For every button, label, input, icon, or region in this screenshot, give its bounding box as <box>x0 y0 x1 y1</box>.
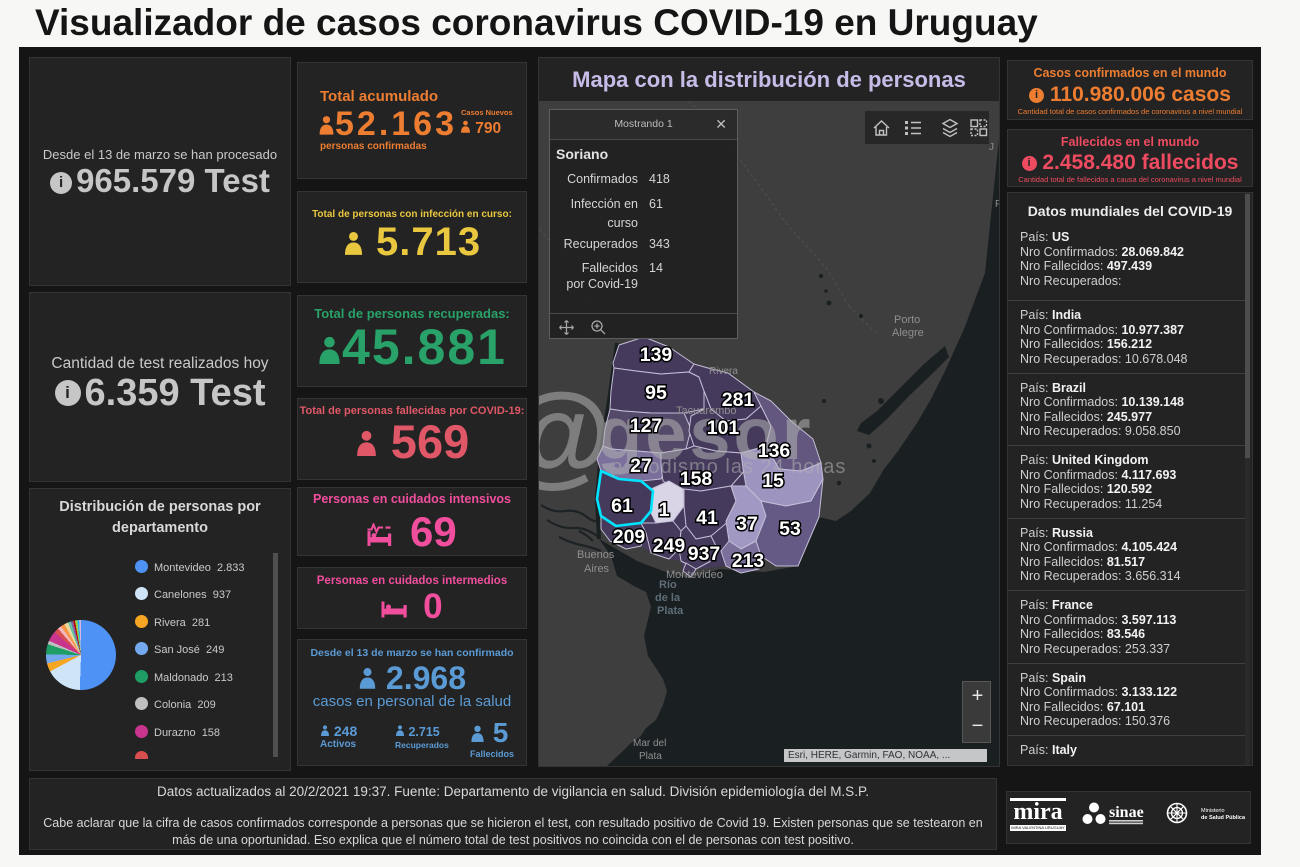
svg-text:41: 41 <box>696 507 718 529</box>
svg-text:Montevideo: Montevideo <box>666 569 723 581</box>
svg-text:Aires: Aires <box>584 563 610 575</box>
svg-text:Porto: Porto <box>894 314 920 326</box>
svg-text:139: 139 <box>640 344 673 366</box>
svg-text:J: J <box>989 142 994 153</box>
svg-text:sinae: sinae <box>1109 804 1144 821</box>
svg-text:27: 27 <box>630 455 652 477</box>
svg-text:136: 136 <box>758 440 791 462</box>
svg-text:1: 1 <box>659 499 670 521</box>
svg-text:37: 37 <box>736 513 758 535</box>
svg-text:95: 95 <box>645 382 667 404</box>
svg-text:de la: de la <box>655 592 681 604</box>
svg-text:de Salud Pública: de Salud Pública <box>1201 815 1246 821</box>
svg-text:F: F <box>995 199 999 210</box>
svg-text:158: 158 <box>680 468 713 490</box>
svg-text:Ministerio: Ministerio <box>1201 808 1225 814</box>
svg-text:gesor: gesor <box>597 392 814 475</box>
svg-text:281: 281 <box>722 389 755 411</box>
svg-text:15: 15 <box>762 470 784 492</box>
svg-text:Mar del: Mar del <box>633 738 666 749</box>
svg-text:Plata: Plata <box>639 751 662 762</box>
svg-text:Buenos: Buenos <box>577 549 615 561</box>
svg-text:53: 53 <box>779 518 801 540</box>
svg-text:Alegre: Alegre <box>892 327 924 339</box>
svg-text:Tacuarembó: Tacuarembó <box>676 405 737 417</box>
svg-text:249: 249 <box>653 535 686 557</box>
svg-text:101: 101 <box>707 417 740 439</box>
svg-text:@: @ <box>539 371 612 498</box>
svg-text:127: 127 <box>630 415 663 437</box>
svg-text:61: 61 <box>611 495 633 517</box>
svg-text:Rivera: Rivera <box>709 366 738 377</box>
svg-text:209: 209 <box>613 526 646 548</box>
svg-text:Río: Río <box>659 579 677 591</box>
svg-text:213: 213 <box>732 550 765 572</box>
svg-text:Plata: Plata <box>657 605 684 617</box>
svg-text:periodismo las 24 horas: periodismo las 24 horas <box>611 456 846 478</box>
svg-text:937: 937 <box>688 543 721 565</box>
